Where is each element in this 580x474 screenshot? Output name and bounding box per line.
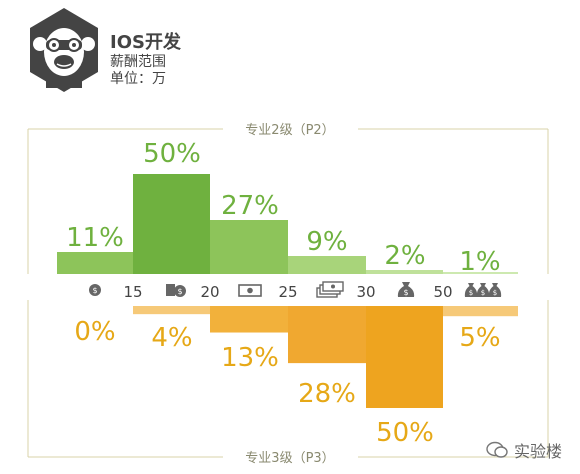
svg-text:$: $ (177, 287, 182, 296)
p3-bar (443, 306, 518, 317)
coin-stack-icon: $ (166, 284, 186, 297)
p2-bar (366, 270, 443, 274)
p3-bar (210, 306, 288, 333)
p2-bar (210, 220, 288, 274)
p3-data-label: 0% (74, 317, 115, 347)
page-title: IOS开发 (110, 32, 181, 53)
svg-text:$: $ (493, 289, 497, 297)
coin-icon: $ (89, 284, 101, 296)
p2-data-label: 50% (143, 139, 201, 169)
wechat-icon (486, 441, 508, 458)
svg-text:$: $ (92, 286, 97, 295)
monkey-logo-icon (30, 8, 98, 92)
p2-data-label: 9% (306, 227, 347, 257)
p3-data-label: 50% (376, 418, 434, 448)
unit-label: 单位：万 (110, 71, 166, 87)
p2-bar (133, 174, 210, 274)
money-bag-icon: $ (397, 282, 415, 297)
p3-data-label: 4% (151, 323, 192, 353)
p3-data-label: 5% (459, 323, 500, 353)
p2-data-label: 2% (384, 241, 425, 271)
series-caption-p2: 专业2级（P2） (245, 123, 334, 138)
p3-bar (133, 306, 210, 315)
p2-bar (57, 252, 133, 274)
p2-bar (288, 256, 366, 274)
banknote-stack-icon (316, 281, 344, 298)
x-tick-label: 20 (200, 283, 219, 301)
page-subtitle: 薪酬范围 (110, 54, 166, 70)
p3-data-label: 28% (298, 379, 356, 409)
p2-bar (443, 272, 518, 274)
p2-data-label: 27% (221, 191, 279, 221)
money-bags-icon: $ $ $ (464, 283, 502, 297)
watermark-label: 实验楼 (513, 442, 562, 461)
p2-data-label: 1% (459, 247, 500, 277)
svg-text:$: $ (403, 288, 408, 297)
p3-bar (288, 306, 366, 364)
watermark: 实验楼 (486, 438, 562, 462)
p3-bar (366, 306, 443, 408)
x-tick-label: 15 (123, 283, 142, 301)
svg-text:$: $ (469, 289, 473, 297)
svg-text:$: $ (481, 289, 485, 297)
p3-data-label: 13% (221, 343, 279, 373)
x-tick-label: 30 (356, 283, 375, 301)
x-tick-label: 50 (433, 283, 452, 301)
x-tick-label: 25 (278, 283, 297, 301)
series-caption-p3: 专业3级（P3） (245, 451, 334, 466)
title-block: IOS开发 薪酬范围 单位：万 (110, 32, 181, 88)
p2-data-label: 11% (66, 223, 124, 253)
banknote-icon (238, 284, 262, 297)
